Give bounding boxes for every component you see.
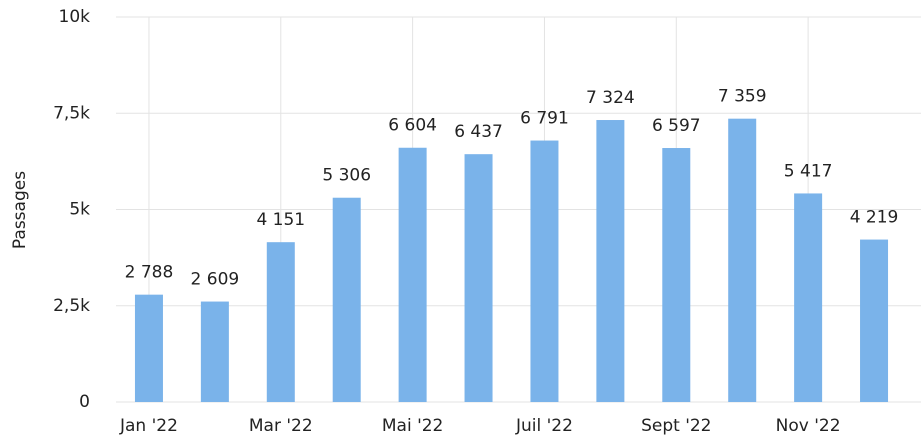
y-tick-label: 7,5k [53, 103, 90, 123]
value-label: 7 359 [718, 87, 767, 107]
bar [200, 301, 229, 402]
value-label: 6 791 [520, 109, 569, 129]
y-tick-label: 10k [59, 7, 91, 27]
bar [530, 140, 559, 402]
value-label: 4 219 [850, 208, 899, 228]
value-label: 2 788 [125, 263, 174, 283]
value-label: 5 306 [322, 166, 371, 186]
x-tick-label: Sept '22 [641, 416, 711, 436]
bar [332, 197, 361, 402]
bar [398, 147, 427, 402]
value-label: 6 604 [388, 116, 437, 136]
value-label: 6 597 [652, 116, 701, 136]
x-tick-label: Juil '22 [515, 416, 573, 436]
value-label: 2 609 [191, 270, 240, 290]
x-tick-label: Jan '22 [119, 416, 178, 436]
bar [596, 120, 625, 402]
y-axis-label: Passages [10, 171, 30, 249]
y-tick-label: 5k [69, 200, 90, 220]
bar [728, 118, 757, 402]
value-label: 5 417 [784, 161, 833, 181]
bar [794, 193, 823, 402]
x-tick-label: Mai '22 [382, 416, 444, 436]
x-tick-label: Nov '22 [776, 416, 841, 436]
bar [464, 154, 493, 402]
y-tick-label: 2,5k [53, 296, 90, 316]
value-label: 4 151 [256, 210, 305, 230]
bar [662, 148, 691, 402]
value-label: 6 437 [454, 122, 503, 142]
bar [266, 242, 295, 402]
bar [860, 239, 889, 402]
x-tick-label: Mar '22 [249, 416, 313, 436]
bar [134, 294, 163, 402]
y-tick-label: 0 [79, 392, 90, 412]
value-label: 7 324 [586, 88, 635, 108]
